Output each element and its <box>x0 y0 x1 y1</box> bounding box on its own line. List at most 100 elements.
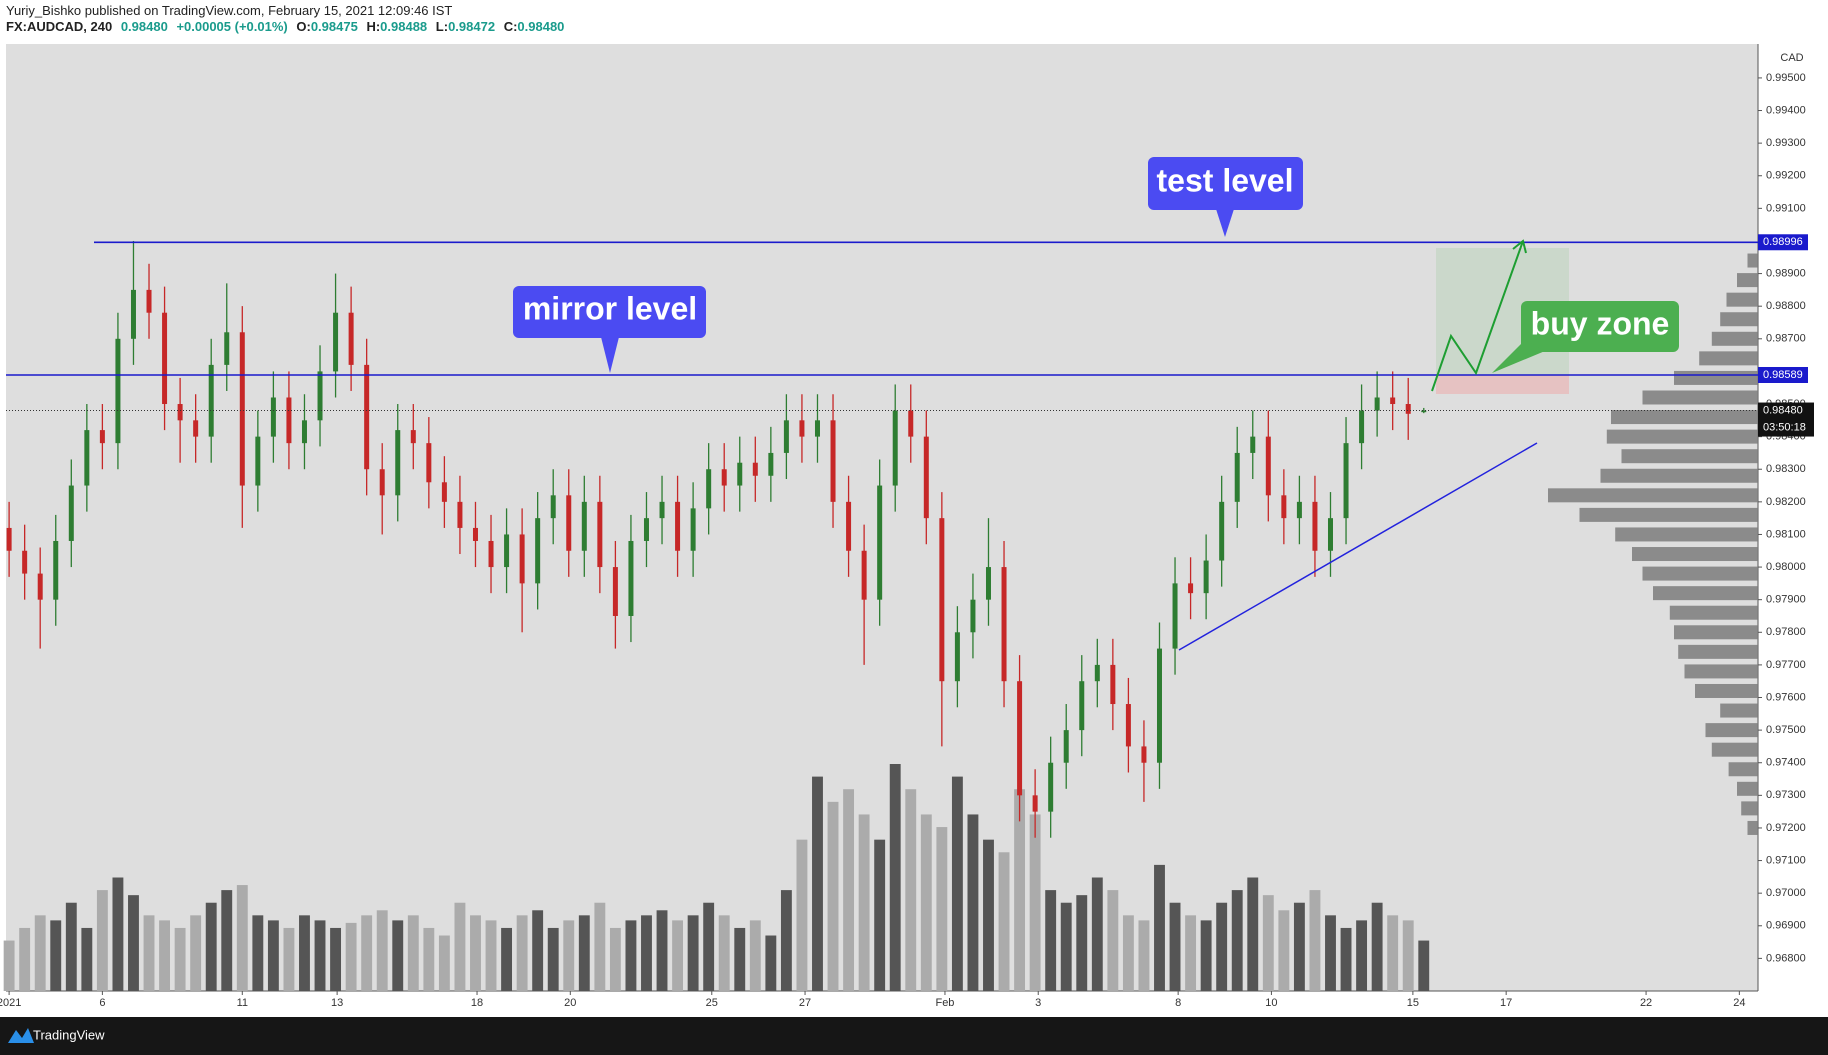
volume-bar <box>1076 895 1088 991</box>
candle-body <box>706 469 712 509</box>
candle-body <box>877 485 883 600</box>
y-tick-label: 0.97600 <box>1766 691 1806 703</box>
candle-body <box>939 518 945 682</box>
candle-body <box>177 404 183 421</box>
volume-bar <box>423 927 435 991</box>
x-tick-label: 3 <box>1035 997 1041 1009</box>
x-tick-label: 10 <box>1265 997 1277 1009</box>
y-tick-label: 0.97300 <box>1766 789 1806 801</box>
volume-bar <box>174 927 186 991</box>
volume-bar <box>967 814 979 991</box>
candle-body <box>410 430 416 444</box>
volume-bar <box>299 915 310 991</box>
candle-body <box>1203 560 1209 594</box>
y-tick-label: 0.98800 <box>1766 300 1806 312</box>
y-tick-label: 0.99400 <box>1766 104 1806 116</box>
h-label: H: <box>366 19 381 34</box>
y-tick-label: 0.97700 <box>1766 659 1806 671</box>
background-layer <box>3 253 1758 991</box>
x-tick-label: 20 <box>564 997 576 1009</box>
volume-bar <box>1278 910 1290 991</box>
volume-bar <box>34 915 46 991</box>
candle-body <box>488 540 494 568</box>
volume-bar <box>81 927 93 991</box>
profile-bar <box>1747 253 1758 268</box>
volume-bar <box>1309 890 1321 991</box>
volume-bar <box>376 910 388 991</box>
last-price-label: 0.98480 <box>1763 404 1803 416</box>
author-line: Yuriy_Bishko published on TradingView.co… <box>6 3 453 18</box>
volume-bar <box>672 920 684 991</box>
profile-bar <box>1674 370 1758 385</box>
callout-pointer <box>1216 209 1234 237</box>
profile-bar <box>1741 801 1758 816</box>
y-tick-label: 0.97500 <box>1766 724 1806 736</box>
profile-bar <box>1720 312 1758 327</box>
y-tick-label: 0.98200 <box>1766 496 1806 508</box>
candle-body <box>1219 501 1225 561</box>
y-tick-label: 0.97900 <box>1766 594 1806 606</box>
candle-body <box>255 436 261 486</box>
volume-bar <box>1029 814 1041 991</box>
candle-body <box>1296 501 1302 519</box>
profile-bar <box>1642 390 1758 405</box>
candle-body <box>426 443 432 483</box>
candle-body <box>270 397 276 437</box>
candle-body <box>1234 452 1240 502</box>
profile-bar <box>1728 762 1758 777</box>
volume-bar <box>532 910 544 991</box>
volume-bar <box>1060 902 1072 991</box>
candle-body <box>1032 795 1038 812</box>
callout: test level <box>1148 157 1303 237</box>
volume-bar <box>1122 915 1134 991</box>
volume-bar <box>392 920 404 991</box>
profile-bar <box>1606 429 1758 444</box>
candle-body <box>737 462 743 486</box>
profile-bar <box>1747 820 1758 835</box>
volume-bar <box>1356 920 1368 991</box>
candle-body <box>504 534 510 568</box>
candle-body <box>1048 762 1054 812</box>
profile-bar <box>1621 449 1758 464</box>
candle-body <box>115 338 121 444</box>
candle-body <box>301 420 307 444</box>
candle-body <box>566 495 572 551</box>
callout-box <box>1148 157 1303 210</box>
profile-bar <box>1711 331 1758 346</box>
volume-bar <box>96 890 108 991</box>
x-tick-label: 11 <box>237 997 248 1009</box>
callout-box <box>1521 301 1679 352</box>
volume-bar <box>780 890 792 991</box>
candle-body <box>970 599 976 633</box>
profile-bar <box>1615 527 1758 542</box>
volume-bar <box>65 902 77 991</box>
volume-bar <box>236 885 248 991</box>
volume-bar <box>1371 902 1383 991</box>
candle-body <box>457 501 463 528</box>
profile-bar <box>1737 273 1758 288</box>
candle-body <box>892 410 898 486</box>
arrow-head <box>1512 239 1527 254</box>
y-tick-label: 0.97200 <box>1766 822 1806 834</box>
profile-bar <box>1632 547 1758 562</box>
brand: TradingView <box>33 1027 105 1042</box>
candle-body <box>752 462 758 476</box>
x-tick-label: 24 <box>1733 997 1745 1009</box>
candle-body <box>1374 397 1380 411</box>
candle-body <box>1390 397 1396 405</box>
x-tick-label: Feb <box>935 997 954 1009</box>
volume-bar <box>889 764 901 991</box>
y-tick-label: 0.96800 <box>1766 952 1806 964</box>
x-tick-label: 27 <box>799 997 811 1009</box>
profile-bar <box>1711 742 1758 757</box>
candle-body <box>224 332 230 365</box>
candle-body <box>908 410 914 437</box>
volume-bar <box>501 927 513 991</box>
callout-text: mirror level <box>523 290 697 326</box>
volume-bar <box>50 920 62 991</box>
candle-body <box>783 420 789 453</box>
candle-body <box>861 550 867 600</box>
x-tick-label: 13 <box>331 997 343 1009</box>
trend-line <box>1178 442 1538 651</box>
